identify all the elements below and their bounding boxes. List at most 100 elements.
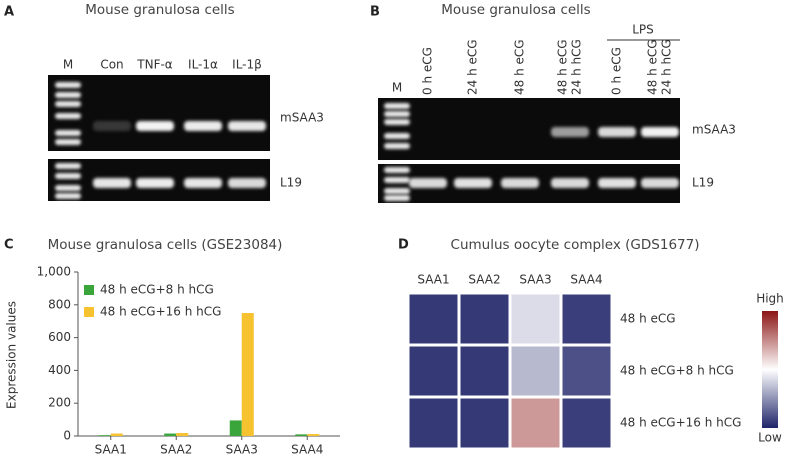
gel-label: L19 [280, 176, 302, 190]
gel-band [184, 178, 222, 188]
gel [378, 98, 680, 160]
heatmap-cell [460, 346, 509, 396]
y-tick-label: 800 [48, 297, 71, 311]
gel [48, 159, 270, 201]
bar [110, 433, 123, 436]
ladder-band [384, 143, 410, 149]
gel-band [641, 178, 679, 188]
heatmap-cell [562, 294, 611, 344]
heatmap-cell [511, 398, 560, 448]
y-tick-label: 0 [63, 429, 71, 443]
column-label: SAA1 [417, 273, 449, 287]
gel-band [409, 178, 447, 188]
colorbar-label: High [756, 292, 784, 306]
gel-band [93, 178, 131, 188]
lane-label: TNF-α [136, 58, 173, 72]
y-tick-label: 400 [48, 363, 71, 377]
lane-label: 0 h eCG [421, 47, 435, 95]
ladder-band [55, 173, 81, 179]
panel-title: Mouse granulosa cells [85, 2, 234, 18]
ladder-band [55, 139, 81, 145]
bar [241, 313, 254, 436]
lane-label: IL-1β [232, 58, 262, 72]
ladder-band [55, 163, 81, 169]
panel-title: Mouse granulosa cells [441, 2, 590, 18]
gel-band [184, 121, 222, 131]
gel-background [48, 75, 270, 151]
chart-title: Cumulus oocyte complex (GDS1677) [451, 237, 700, 253]
bar [229, 420, 242, 436]
lane-label: 24 h hCG [660, 39, 674, 95]
heatmap-cell [409, 346, 458, 396]
gel-band [598, 178, 636, 188]
panel-letter: A [4, 5, 14, 20]
gel-band [228, 178, 266, 188]
y-tick-label: 600 [48, 330, 71, 344]
legend-label: 48 h eCG+8 h hCG [100, 283, 214, 297]
colorbar [762, 311, 778, 428]
bar [176, 433, 189, 436]
panel-letter: C [4, 238, 14, 253]
heatmap-cell [409, 294, 458, 344]
ladder-band [384, 133, 410, 139]
lane-label: 24 h eCG [466, 39, 480, 95]
lane-label: Con [100, 58, 123, 72]
column-label: SAA3 [519, 273, 551, 287]
lane-label: 48 h eCG [556, 39, 570, 95]
lane-label: IL-1α [188, 58, 218, 72]
legend-label: 48 h eCG+16 h hCG [100, 305, 221, 319]
ladder-band [384, 188, 410, 194]
column-label: SAA2 [468, 273, 500, 287]
ladder-band [55, 82, 81, 88]
ladder-band [384, 195, 410, 201]
gel-band [641, 127, 679, 137]
lane-label: 0 h eCG [610, 47, 624, 95]
marker-label: M [63, 58, 73, 72]
gel-band [598, 127, 636, 137]
gel [378, 164, 680, 203]
panel-letter: D [398, 238, 409, 253]
heatmap-cell [409, 398, 458, 448]
bar [164, 433, 177, 436]
gel-band [93, 121, 131, 131]
ladder-band [384, 111, 410, 117]
ladder-band [384, 103, 410, 109]
gel-label: L19 [692, 176, 714, 190]
x-tick-label: SAA3 [226, 443, 258, 456]
gel-band [454, 178, 492, 188]
gel-band [501, 178, 539, 188]
gel-band [136, 121, 174, 131]
row-label: 48 h eCG+8 h hCG [620, 364, 734, 378]
legend-swatch [84, 285, 94, 295]
heatmap-cell [460, 294, 509, 344]
row-label: 48 h eCG [620, 312, 676, 326]
ladder-band [384, 119, 410, 125]
lane-label: 48 h eCG [513, 39, 527, 95]
heatmap-cell [511, 346, 560, 396]
lane-label: 24 h hCG [570, 39, 584, 95]
legend-swatch [84, 307, 94, 317]
gel [48, 75, 270, 151]
x-tick-label: SAA4 [291, 443, 323, 456]
ladder-band [55, 92, 81, 98]
panel-letter: B [370, 5, 380, 20]
bar [98, 435, 111, 436]
gel-label: mSAA3 [692, 123, 736, 137]
ladder-band [55, 193, 81, 199]
ladder-band [55, 185, 81, 191]
ladder-band [384, 177, 410, 183]
colorbar-label: Low [758, 431, 782, 445]
chart-title: Mouse granulosa cells (GSE23084) [48, 237, 283, 253]
bar [295, 434, 308, 436]
gel-band [228, 121, 266, 131]
marker-label: M [392, 81, 402, 95]
bar [307, 434, 320, 436]
gel-band [136, 178, 174, 188]
y-tick-label: 1,000 [37, 265, 71, 279]
group-label: LPS [632, 23, 654, 37]
lane-label: 48 h eCG [646, 39, 660, 95]
ladder-band [384, 167, 410, 173]
x-tick-label: SAA2 [160, 443, 192, 456]
heatmap-cell [511, 294, 560, 344]
